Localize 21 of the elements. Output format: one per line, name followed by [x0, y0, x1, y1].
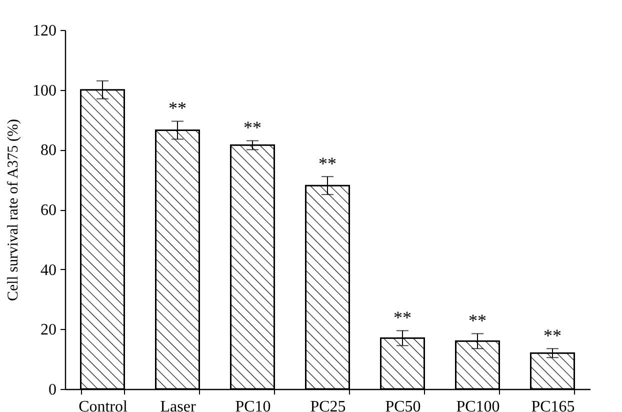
- y-tick-label: 60: [40, 202, 56, 219]
- y-tick-label: 120: [32, 22, 56, 40]
- y-tick-label: 20: [40, 322, 56, 339]
- y-axis-title: Cell survival rate of A375 (%): [6, 118, 22, 302]
- x-tick-label: PC10: [235, 398, 271, 412]
- x-tick-label: PC50: [385, 398, 421, 412]
- annotation: **: [318, 154, 336, 174]
- annotation: **: [468, 310, 486, 331]
- annotation: **: [394, 308, 412, 328]
- annotation: **: [544, 326, 562, 346]
- x-tick-label: PC25: [310, 398, 346, 412]
- x-tick-label: PC165: [531, 398, 575, 412]
- annotation: **: [244, 118, 262, 138]
- annotation: **: [168, 98, 186, 118]
- y-tick-label: 0: [48, 382, 56, 398]
- x-tick-label: PC100: [456, 398, 500, 412]
- y-tick-label: 100: [32, 82, 56, 100]
- y-tick-label: 80: [40, 142, 56, 160]
- y-tick-label: 40: [40, 262, 56, 279]
- x-tick-label: Control: [78, 398, 128, 412]
- x-tick-label: Laser: [160, 398, 196, 412]
